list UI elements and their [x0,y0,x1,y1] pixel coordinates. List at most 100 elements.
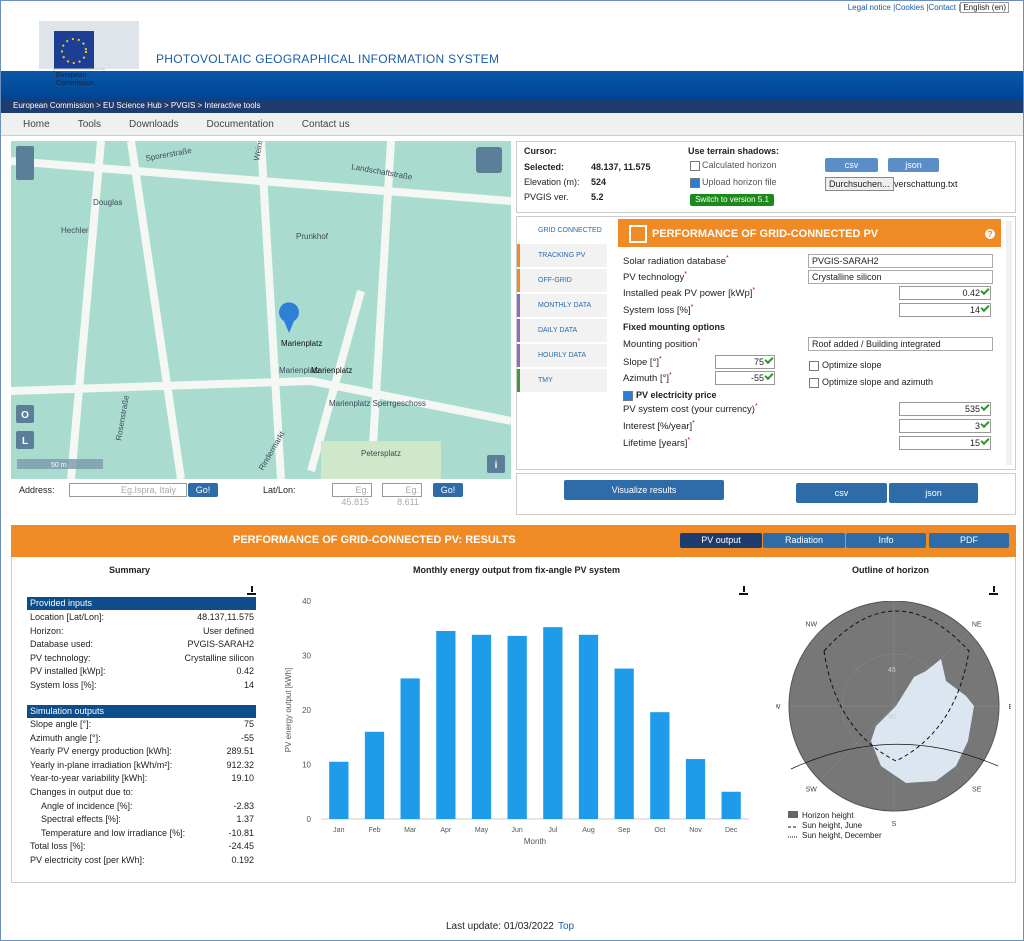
summary-value: 912.32 [226,759,254,770]
site-title: PHOTOVOLTAIC GEOGRAPHICAL INFORMATION SY… [156,52,500,66]
visualize-button[interactable]: Visualize results [564,480,724,500]
cursor-label: Elevation (m): [524,177,580,187]
summary-value: User defined [202,625,254,636]
download-icon[interactable] [989,585,998,595]
input[interactable]: 3 [899,419,991,433]
x-tick-label: Mar [404,827,417,834]
map[interactable]: SporerstraßeWeinstraßeLandschaftstraßeMa… [11,141,511,479]
summary-value: 0.42 [236,666,254,677]
select[interactable]: Crystalline silicon [808,270,993,284]
summary-value: -2.83 [233,800,254,811]
switch-version[interactable]: Switch to version 5.1 [690,194,774,206]
x-tick-label: Sep [618,827,631,834]
nav-item[interactable]: Downloads [129,119,179,130]
tab[interactable]: DAILY DATA [517,319,607,342]
form-icon [629,225,647,243]
select[interactable]: PVGIS-SARAH2 [808,254,993,268]
input[interactable]: 14 [899,303,991,317]
tab[interactable]: GRID CONNECTED [517,219,607,242]
cursor-title: Cursor: [524,146,557,156]
language-select[interactable]: English (en) [960,2,1009,13]
required-mark: * [697,338,701,345]
checkbox[interactable] [809,378,819,388]
select[interactable]: Roof added / Building integrated [808,337,993,351]
summary-value: -10.81 [228,827,254,838]
input[interactable]: -55 [715,371,775,385]
field-label: Lifetime [years]* [623,437,690,449]
csv-button[interactable]: csv [796,483,887,503]
result-tab[interactable]: PDF [929,533,1009,548]
summary-label: Year-to-year variability [kWh]: [30,773,148,784]
provided-header: Provided inputs [27,597,256,610]
go-button[interactable]: Go! [188,483,218,497]
summary-label: Total loss [%]: [30,841,86,852]
top-link[interactable]: Top [558,921,575,932]
nav-item[interactable]: Tools [77,119,102,130]
address-input[interactable]: Eg.Ispra, Italy [69,483,187,497]
required-mark: * [684,271,687,278]
checkbox[interactable] [809,361,819,371]
breadcrumb: European Commission > EU Science Hub > P… [1,99,1023,113]
direction-label: NE [972,621,982,628]
field-label: Interest [%/year]* [623,420,695,432]
required-mark: * [659,356,662,363]
nav-item[interactable]: Home [23,119,50,130]
link[interactable]: Cookies [895,3,925,12]
nav-item[interactable]: Contact us [301,119,350,130]
cursor-value: 524 [591,177,607,187]
checkbox-label: Upload horizon file [702,177,777,187]
map-button[interactable]: i [495,460,498,471]
summary-label: Azimuth angle [°]: [30,732,101,743]
summary-label: PV electricity cost [per kWh]: [30,855,145,865]
summary-value: 75 [243,719,254,729]
bar [400,678,420,819]
lon-input[interactable]: Eg. 8.611 [382,483,422,507]
summary-label: Yearly PV energy production [kWh]: [30,746,172,757]
browse-button[interactable]: Durchsuchen... [825,177,894,191]
checkbox[interactable] [690,161,700,171]
download-icon[interactable] [739,585,748,595]
legend-label: Horizon height [802,811,854,820]
map-button[interactable]: L [22,436,28,447]
summary-label: Temperature and low irradiance [%]: [41,827,186,838]
json-button[interactable]: json [888,158,939,172]
required-mark: * [754,403,758,410]
result-tab[interactable]: Info [846,533,926,548]
input[interactable]: 15 [899,436,991,450]
tab[interactable]: MONTHLY DATA [517,294,607,317]
input[interactable]: 75 [715,355,775,369]
result-tab[interactable]: PV output [680,533,762,548]
tab[interactable]: HOURLY DATA [517,344,607,367]
nav-item[interactable]: Documentation [206,119,274,130]
result-tab[interactable]: Radiation [763,533,845,548]
required-mark: * [687,437,691,444]
csv-button[interactable]: csv [825,158,878,172]
summary-value: PVGIS-SARAH2 [187,639,254,650]
tab[interactable]: TMY [517,369,607,392]
map-button[interactable]: O [21,410,29,421]
link[interactable]: Contact [928,3,956,12]
file-name: verschattung.txt [894,179,958,189]
results-title: PERFORMANCE OF GRID-CONNECTED PV: RESULT… [233,534,516,546]
link[interactable]: Legal notice [847,3,891,12]
go-button[interactable]: Go! [433,483,463,497]
input[interactable]: 0.42 [899,286,991,300]
direction-label: E [1009,704,1011,711]
json-button[interactable]: json [889,483,978,503]
x-tick-label: Feb [368,827,380,834]
summary-value: Crystalline silicon [184,652,254,663]
summary-title: Summary [109,565,151,575]
checkbox[interactable] [690,178,700,188]
summary-label: Changes in output due to: [30,787,134,797]
lat-input[interactable]: Eg. 45.815 [332,483,372,507]
download-icon[interactable] [247,585,256,595]
tab[interactable]: OFF-GRID [517,269,607,292]
help-icon[interactable]: ? [985,229,995,239]
direction-label: SW [806,787,818,794]
input[interactable]: 535 [899,402,991,416]
tab[interactable]: TRACKING PV [517,244,607,267]
checkbox[interactable] [623,391,633,401]
label-text: PV system cost (your currency) [623,404,755,416]
